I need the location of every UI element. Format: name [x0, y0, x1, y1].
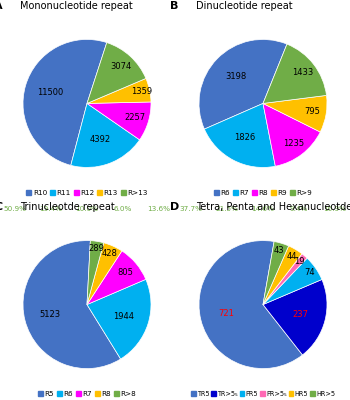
Text: 4392: 4392: [90, 135, 111, 144]
Wedge shape: [71, 104, 140, 168]
Wedge shape: [263, 246, 302, 304]
Legend: R10, R11, R12, R13, R>13: R10, R11, R12, R13, R>13: [26, 190, 148, 196]
Text: 805: 805: [117, 268, 133, 277]
Wedge shape: [87, 78, 151, 104]
Text: 14.6%: 14.6%: [252, 206, 274, 212]
Text: 428: 428: [102, 249, 118, 258]
Wedge shape: [263, 104, 320, 166]
Text: 37.7%: 37.7%: [180, 206, 203, 212]
Wedge shape: [87, 102, 151, 140]
Wedge shape: [263, 44, 327, 104]
Text: B: B: [170, 1, 178, 11]
Text: 10.0%: 10.0%: [76, 206, 98, 212]
Text: 721: 721: [218, 309, 234, 318]
Text: Dinucleotide repeat: Dinucleotide repeat: [196, 1, 293, 11]
Text: 3074: 3074: [110, 62, 131, 71]
Wedge shape: [263, 258, 322, 304]
Text: 2257: 2257: [124, 113, 145, 122]
Text: 237: 237: [292, 310, 308, 319]
Text: Tetra, Penta and Hexanucleotde repeats: Tetra, Penta and Hexanucleotde repeats: [196, 202, 350, 212]
Wedge shape: [263, 96, 327, 132]
Text: 795: 795: [304, 107, 320, 116]
Text: 9.4%: 9.4%: [290, 206, 308, 212]
Wedge shape: [23, 40, 107, 165]
Wedge shape: [263, 280, 327, 355]
Text: 74: 74: [304, 268, 315, 277]
Text: 21.5%: 21.5%: [216, 206, 238, 212]
Legend: R5, R6, R7, R8, R>8: R5, R6, R7, R8, R>8: [38, 391, 136, 398]
Text: 16.9%: 16.9%: [323, 206, 346, 212]
Text: D: D: [170, 202, 180, 212]
Text: 1359: 1359: [132, 87, 153, 96]
Wedge shape: [204, 104, 275, 168]
Legend: R6, R7, R8, R9, R>9: R6, R7, R8, R9, R>9: [214, 190, 312, 196]
Text: 3198: 3198: [225, 72, 246, 81]
Text: A: A: [0, 1, 3, 11]
Text: 1235: 1235: [283, 139, 304, 148]
Text: Trinucleotde repeat: Trinucleotde repeat: [20, 202, 114, 212]
Text: 1826: 1826: [234, 133, 256, 142]
Wedge shape: [87, 42, 146, 104]
Text: 289: 289: [88, 244, 104, 254]
Wedge shape: [87, 243, 122, 304]
Wedge shape: [263, 254, 307, 304]
Text: 13.6%: 13.6%: [147, 206, 170, 212]
Wedge shape: [23, 240, 121, 368]
Text: 19.4%: 19.4%: [40, 206, 63, 212]
Text: 50.9%: 50.9%: [4, 206, 27, 212]
Text: 11500: 11500: [37, 88, 63, 97]
Wedge shape: [199, 240, 302, 368]
Text: 43: 43: [274, 246, 285, 255]
Text: 6.0%: 6.0%: [114, 206, 132, 212]
Text: 1433: 1433: [292, 68, 313, 78]
Text: Mononucleotide repeat: Mononucleotide repeat: [20, 1, 133, 11]
Text: 19: 19: [294, 257, 305, 266]
Text: 1944: 1944: [113, 312, 134, 321]
Wedge shape: [263, 242, 289, 304]
Wedge shape: [199, 40, 287, 129]
Wedge shape: [87, 251, 146, 304]
Text: C: C: [0, 202, 2, 212]
Text: 44: 44: [286, 252, 297, 260]
Legend: TR5, TR>5₅, PR5, PR>5₅, HR5, HR>5: TR5, TR>5₅, PR5, PR>5₅, HR5, HR>5: [191, 391, 335, 397]
Wedge shape: [87, 279, 151, 359]
Text: 5123: 5123: [39, 310, 60, 318]
Wedge shape: [87, 241, 104, 304]
